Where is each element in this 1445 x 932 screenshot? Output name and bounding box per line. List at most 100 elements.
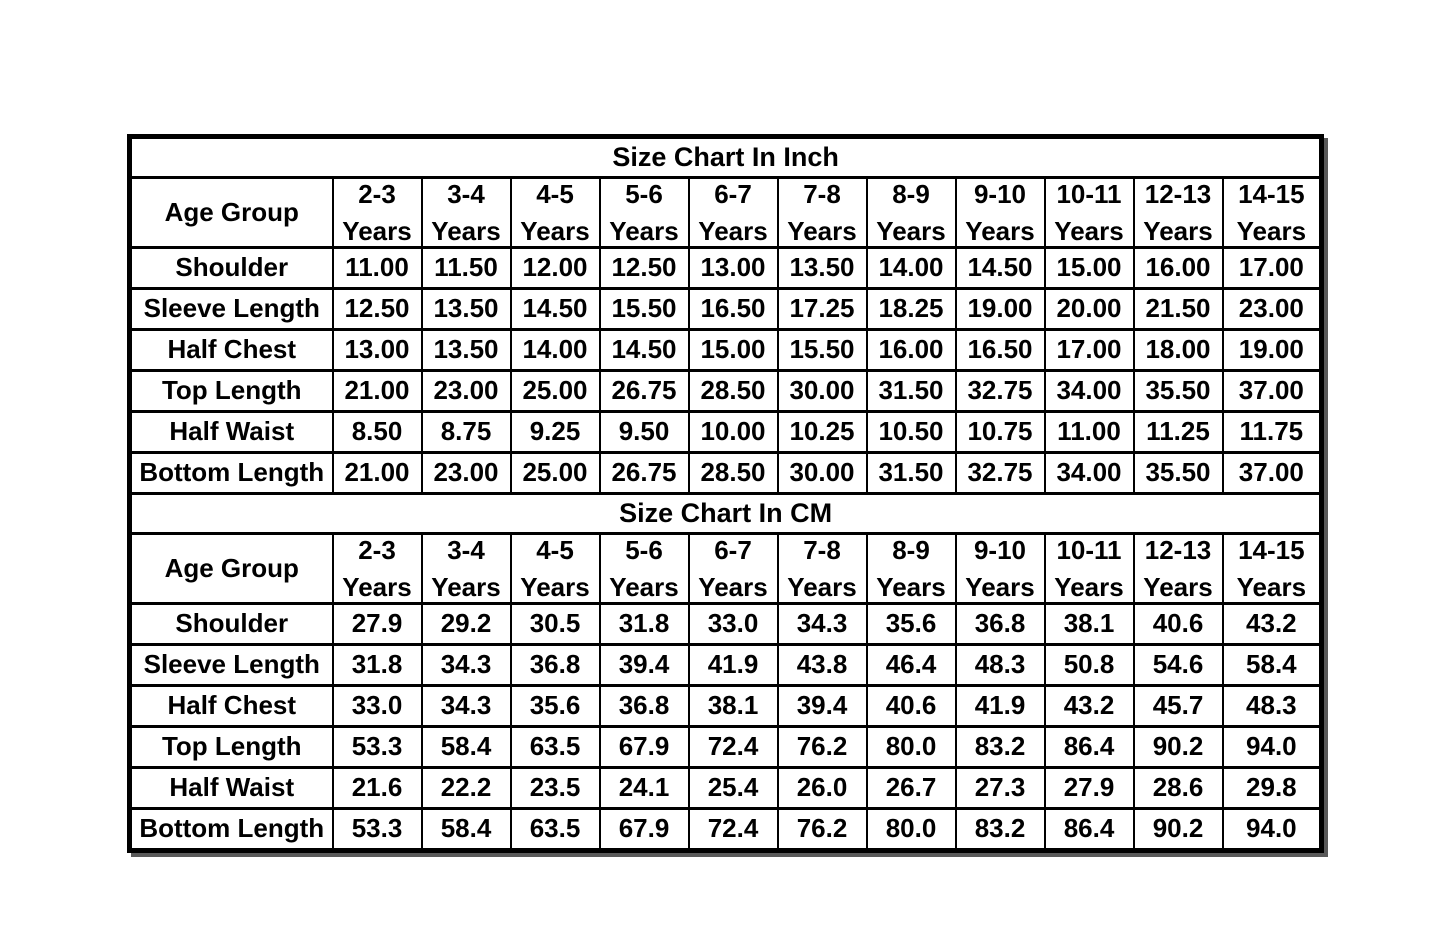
size-value-cell: 33.0 xyxy=(687,602,779,646)
age-years-label: Years xyxy=(698,215,768,246)
table-row: Sleeve Length 12.50 13.50 14.50 15.50 16.50 17… xyxy=(128,287,1323,331)
age-column-header: 14-15 Years xyxy=(1221,532,1323,605)
table-row: Bottom Length 21.00 23.00 25.00 26.75 28.50 30… xyxy=(128,451,1323,495)
size-value-cell: 23.00 xyxy=(420,451,512,495)
age-column-header: 5-6 Years xyxy=(598,532,690,605)
size-value-cell: 38.1 xyxy=(687,684,779,728)
age-group-corner-cell: Age Group xyxy=(128,176,334,249)
size-value-cell: 76.2 xyxy=(776,725,868,769)
size-value-cell: 14.50 xyxy=(954,246,1046,290)
table-row: Shoulder 27.9 29.2 30.5 31.8 33.0 34.3 35.6 36.8… xyxy=(128,602,1323,646)
size-value-cell: 16.00 xyxy=(1132,246,1224,290)
size-value-cell: 53.3 xyxy=(331,725,423,769)
size-value-cell: 21.50 xyxy=(1132,287,1224,331)
size-value-cell: 12.50 xyxy=(331,287,423,331)
size-value-cell: 34.00 xyxy=(1043,369,1135,413)
size-value-cell: 10.00 xyxy=(687,410,779,454)
size-value-cell: 67.9 xyxy=(598,807,690,852)
size-value-cell: 16.50 xyxy=(687,287,779,331)
size-value-cell: 13.50 xyxy=(420,287,512,331)
age-column-header-content: 14-15 Years xyxy=(1225,179,1320,245)
size-value-cell: 28.50 xyxy=(687,369,779,413)
age-range-label: 3-4 xyxy=(447,535,485,565)
age-range-label: 4-5 xyxy=(536,535,574,565)
age-range-label: 8-9 xyxy=(892,535,930,565)
table-row: Half Chest 13.00 13.50 14.00 14.50 15.00 15.50… xyxy=(128,328,1323,372)
size-value-cell: 35.6 xyxy=(509,684,601,728)
age-column-header-content: 3-4 Years xyxy=(424,181,509,245)
size-value-cell: 90.2 xyxy=(1132,725,1224,769)
age-years-label: Years xyxy=(342,571,412,602)
size-value-cell: 35.50 xyxy=(1132,369,1224,413)
measurement-label-cell: Bottom Length xyxy=(128,807,334,852)
size-value-cell: 12.00 xyxy=(509,246,601,290)
size-value-cell: 94.0 xyxy=(1221,807,1323,852)
age-range-label: 14-15 xyxy=(1238,179,1305,209)
size-value-cell: 39.4 xyxy=(776,684,868,728)
size-value-cell: 22.2 xyxy=(420,766,512,810)
size-chart-table: Size Chart In Inch Age Group 2-3 Years 3-4 Ye… xyxy=(127,134,1325,853)
size-value-cell: 13.50 xyxy=(420,328,512,372)
section-title-cm: Size Chart In CM xyxy=(128,492,1323,535)
table-row: Half Waist 8.50 8.75 9.25 9.50 10.00 10.25 10.5… xyxy=(128,410,1323,454)
size-value-cell: 8.75 xyxy=(420,410,512,454)
age-column-header-content: 12-13 Years xyxy=(1136,179,1221,245)
size-value-cell: 9.50 xyxy=(598,410,690,454)
size-value-cell: 58.4 xyxy=(420,725,512,769)
size-value-cell: 43.8 xyxy=(776,643,868,687)
size-value-cell: 25.4 xyxy=(687,766,779,810)
age-years-label: Years xyxy=(965,215,1035,246)
size-value-cell: 32.75 xyxy=(954,369,1046,413)
age-column-header: 3-4 Years xyxy=(420,532,512,605)
age-years-label: Years xyxy=(876,215,946,246)
size-value-cell: 26.7 xyxy=(865,766,957,810)
size-value-cell: 24.1 xyxy=(598,766,690,810)
size-value-cell: 21.00 xyxy=(331,369,423,413)
size-value-cell: 18.00 xyxy=(1132,328,1224,372)
size-value-cell: 31.50 xyxy=(865,369,957,413)
age-range-label: 4-5 xyxy=(536,179,574,209)
age-range-label: 9-10 xyxy=(973,535,1027,565)
size-value-cell: 16.50 xyxy=(954,328,1046,372)
size-value-cell: 23.5 xyxy=(509,766,601,810)
age-years-label: Years xyxy=(431,571,501,602)
age-column-header: 6-7 Years xyxy=(687,532,779,605)
age-years-label: Years xyxy=(1054,571,1124,602)
size-value-cell: 10.50 xyxy=(865,410,957,454)
age-range-label: 8-9 xyxy=(892,179,930,209)
table-row: Half Waist 21.6 22.2 23.5 24.1 25.4 26.0 26.7 27… xyxy=(128,766,1323,810)
age-column-header-content: 6-7 Years xyxy=(691,181,776,246)
age-years-label: Years xyxy=(520,571,590,602)
age-column-header: 6-7 Years xyxy=(687,176,779,249)
age-column-header: 5-6 Years xyxy=(598,176,690,249)
size-value-cell: 10.75 xyxy=(954,410,1046,454)
size-value-cell: 11.00 xyxy=(331,246,423,290)
measurement-label-cell: Half Chest xyxy=(128,684,334,728)
size-value-cell: 36.8 xyxy=(954,602,1046,646)
table-row: Half Chest 33.0 34.3 35.6 36.8 38.1 39.4 40.6 41… xyxy=(128,684,1323,728)
measurement-label-cell: Half Chest xyxy=(128,328,334,372)
size-value-cell: 14.50 xyxy=(598,328,690,372)
age-column-header-content: 8-9 Years xyxy=(869,535,954,601)
age-column-header: 7-8 Years xyxy=(776,176,868,249)
size-value-cell: 15.50 xyxy=(598,287,690,331)
size-value-cell: 19.00 xyxy=(1221,328,1323,372)
size-value-cell: 21.00 xyxy=(331,451,423,495)
table-row: Sleeve Length 31.8 34.3 36.8 39.4 41.9 43.8 46.… xyxy=(128,643,1323,687)
age-column-header-content: 2-3 Years xyxy=(335,537,420,602)
age-column-header-content: 5-6 Years xyxy=(602,537,687,601)
age-column-header-content: 7-8 Years xyxy=(780,181,865,245)
age-range-label: 12-13 xyxy=(1144,179,1212,209)
size-value-cell: 94.0 xyxy=(1221,725,1323,769)
size-value-cell: 14.50 xyxy=(509,287,601,331)
header-row-cm: Age Group 2-3 Years 3-4 Years 4-5 Years 5-6 Year… xyxy=(128,532,1323,605)
size-value-cell: 80.0 xyxy=(865,725,957,769)
size-value-cell: 23.00 xyxy=(420,369,512,413)
size-value-cell: 31.50 xyxy=(865,451,957,495)
size-value-cell: 37.00 xyxy=(1221,451,1323,495)
table-row: Top Length 21.00 23.00 25.00 26.75 28.50 30.00… xyxy=(128,369,1323,413)
size-value-cell: 27.9 xyxy=(331,602,423,646)
size-value-cell: 58.4 xyxy=(420,807,512,852)
age-column-header: 4-5 Years xyxy=(509,532,601,605)
size-value-cell: 13.00 xyxy=(331,328,423,372)
